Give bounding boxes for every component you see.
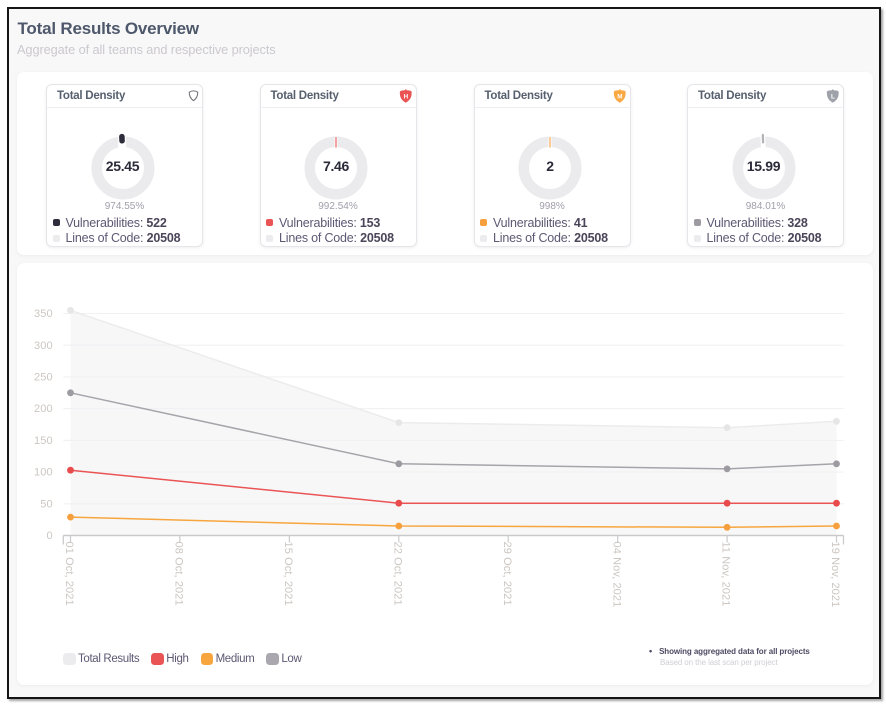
svg-text:0: 0	[46, 530, 52, 542]
svg-text:250: 250	[34, 371, 53, 383]
svg-text:22 Oct, 2021: 22 Oct, 2021	[391, 541, 403, 605]
svg-text:01 Oct, 2021: 01 Oct, 2021	[63, 541, 75, 605]
svg-text:29 Oct, 2021: 29 Oct, 2021	[501, 541, 513, 605]
svg-text:200: 200	[34, 403, 53, 415]
svg-text:L: L	[831, 93, 835, 100]
svg-text:08 Oct, 2021: 08 Oct, 2021	[173, 541, 185, 605]
svg-text:100: 100	[34, 466, 53, 478]
svg-text:350: 350	[34, 308, 53, 320]
svg-text:H: H	[403, 93, 408, 100]
svg-text:50: 50	[40, 498, 52, 510]
svg-text:11 Nov, 2021: 11 Nov, 2021	[720, 541, 732, 606]
svg-text:150: 150	[34, 435, 53, 447]
svg-text:19 Nov, 2021: 19 Nov, 2021	[829, 541, 841, 607]
svg-text:04 Nov, 2021: 04 Nov, 2021	[610, 541, 622, 607]
svg-text:M: M	[617, 93, 622, 100]
svg-text:15 Oct, 2021: 15 Oct, 2021	[282, 541, 294, 605]
svg-text:300: 300	[34, 339, 53, 351]
